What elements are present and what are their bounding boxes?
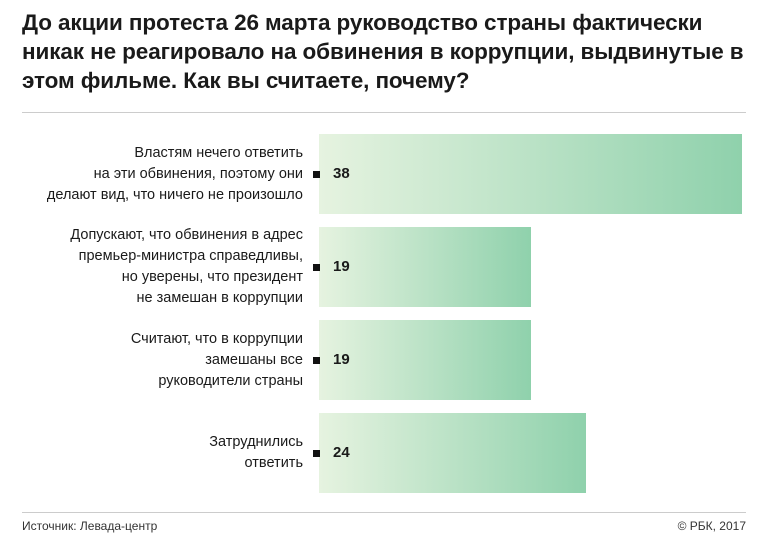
category-label-line: замешаны все <box>205 351 303 368</box>
value-label-3: 19 <box>333 351 350 368</box>
source-note: Источник: Левада-центр <box>22 519 158 533</box>
bar-marker-4 <box>313 450 320 457</box>
category-label-line: Допускают, что обвинения в адрес <box>70 227 303 243</box>
category-label-4: Затруднились ответить <box>3 432 303 474</box>
chart-title: До акции протеста 26 марта руководство с… <box>22 10 744 93</box>
value-label-2: 19 <box>333 258 350 275</box>
category-label-line: руководители страны <box>158 372 303 389</box>
bar-1 <box>319 134 742 214</box>
category-label-line: но уверены, что президент <box>121 269 303 285</box>
category-label-line: Властям нечего ответить <box>134 144 303 161</box>
category-label-line: Считают, что в коррупции <box>130 330 303 347</box>
bar-marker-1 <box>313 171 320 178</box>
category-label-line: премьер-министра справедливы, <box>78 248 303 264</box>
bottom-divider <box>22 512 746 513</box>
category-label-2: Допускают, что обвинения в адрес премьер-… <box>3 225 303 309</box>
copyright: © РБК, 2017 <box>677 519 746 533</box>
bar-3 <box>319 320 531 400</box>
category-label-line: не замешан в коррупции <box>136 290 303 306</box>
bar-2 <box>319 227 531 307</box>
category-label-line: ответить <box>244 455 303 471</box>
category-label-1: Властям нечего ответить на эти обвинения,… <box>3 143 303 206</box>
top-divider <box>22 112 746 113</box>
category-label-3: Считают, что в коррупции замешаны все руко… <box>3 329 303 392</box>
category-label-line: делают вид, что ничего не произошло <box>46 186 303 203</box>
bar-marker-2 <box>313 264 320 271</box>
category-label-line: на эти обвинения, поэтому они <box>93 165 303 182</box>
value-label-4: 24 <box>333 444 350 461</box>
bar-4 <box>319 413 586 493</box>
value-label-1: 38 <box>333 165 350 182</box>
bar-marker-3 <box>313 357 320 364</box>
category-label-line: Затруднились <box>209 434 303 450</box>
